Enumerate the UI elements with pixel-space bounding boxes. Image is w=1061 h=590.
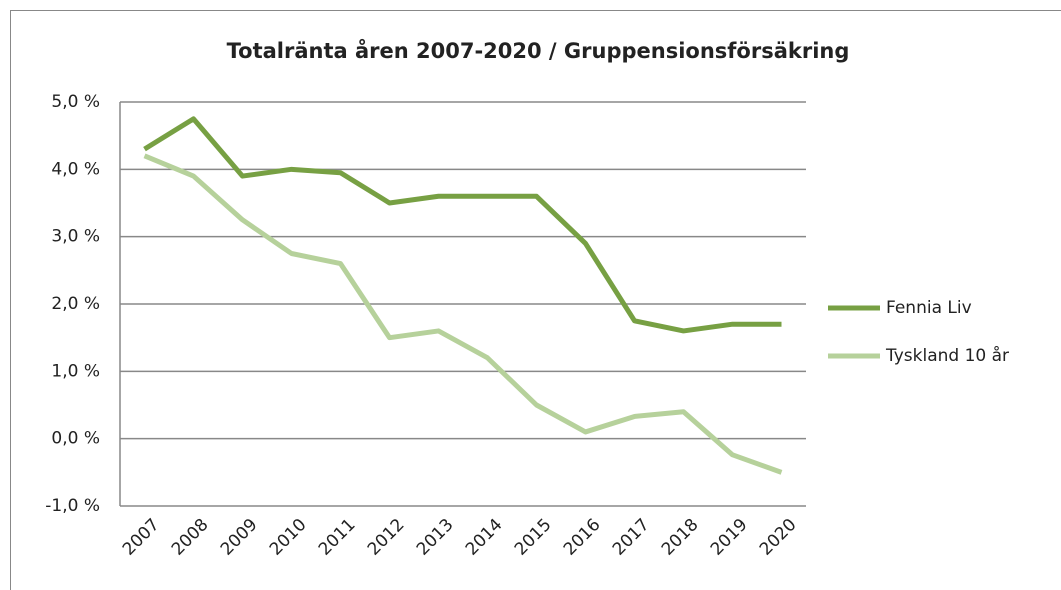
- x-tick-label: 2009: [217, 515, 262, 560]
- y-tick-label: 4,0 %: [51, 159, 100, 179]
- x-tick-label: 2013: [413, 515, 458, 560]
- x-tick-label: 2007: [119, 515, 164, 560]
- y-tick-label: 2,0 %: [51, 294, 100, 314]
- chart-title: Totalränta åren 2007-2020 / Gruppensions…: [227, 38, 850, 63]
- y-tick-label: 3,0 %: [51, 227, 100, 247]
- legend-label: Tyskland 10 år: [885, 345, 1009, 366]
- chart-frame: [10, 10, 1061, 590]
- series-line: [143, 116, 782, 334]
- x-tick-label: 2010: [266, 515, 311, 560]
- y-tick-label: 5,0 %: [51, 92, 100, 112]
- x-tick-label: 2017: [609, 515, 654, 560]
- y-tick-label: -1,0 %: [45, 496, 100, 516]
- x-tick-label: 2011: [315, 515, 360, 560]
- x-tick-label: 2020: [756, 515, 801, 560]
- x-tick-label: 2014: [462, 515, 507, 560]
- y-tick-label: 1,0 %: [51, 361, 100, 381]
- x-tick-label: 2019: [707, 515, 752, 560]
- x-tick-label: 2012: [364, 515, 409, 560]
- x-tick-label: 2008: [168, 515, 213, 560]
- x-tick-label: 2018: [658, 515, 703, 560]
- legend-label: Fennia Liv: [886, 298, 972, 318]
- x-tick-label: 2016: [560, 515, 605, 560]
- y-tick-label: 0,0 %: [51, 429, 100, 449]
- x-tick-label: 2015: [511, 515, 556, 560]
- series-line: [143, 153, 783, 475]
